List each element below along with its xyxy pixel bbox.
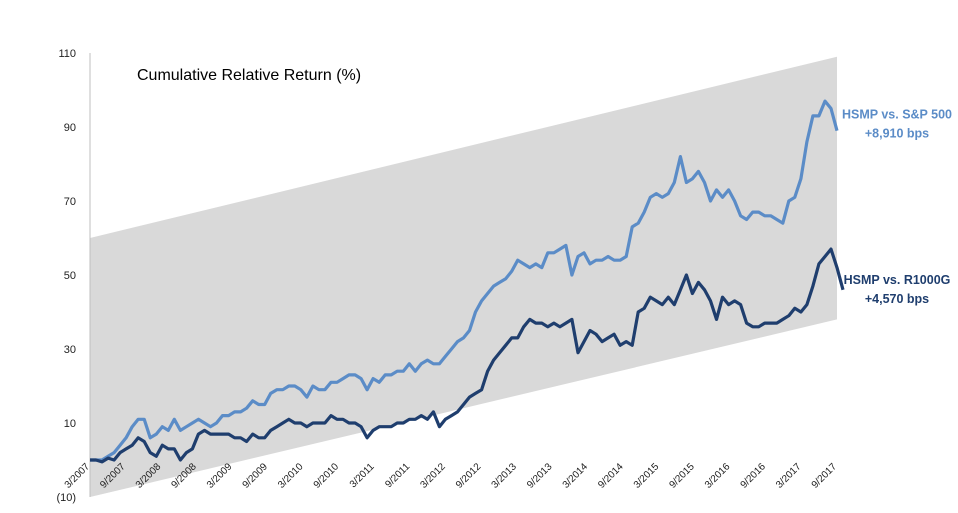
series-line-2	[90, 247, 845, 464]
x-tick-label: 3/2016	[703, 461, 733, 491]
x-tick-label: 3/2010	[276, 461, 306, 491]
y-tick-label: 10	[64, 418, 76, 430]
x-tick-label: 9/2014	[596, 461, 626, 491]
x-tick-label: 9/2011	[383, 461, 412, 490]
x-tick-label: 3/2017	[774, 461, 804, 491]
range-band	[90, 56, 837, 497]
x-tick-label: 3/2015	[632, 461, 662, 491]
x-tick-label: 3/2011	[348, 461, 377, 490]
annotation-bps-value: +4,570 bps	[865, 292, 929, 306]
x-tick-label: 9/2012	[454, 461, 484, 491]
x-tick-label: 9/2016	[739, 461, 769, 491]
series-lines	[90, 99, 845, 464]
y-axis-ticks: (10) 10 30 50 70 90 110	[56, 48, 91, 504]
series-annotations: HSMP vs. S&P 500 +8,910 bps HSMP vs. R1000…	[842, 108, 952, 306]
y-tick-label: (10)	[56, 492, 76, 504]
x-tick-label: 3/2012	[418, 461, 448, 491]
series-line-1	[90, 99, 839, 462]
chart-title: Cumulative Relative Return (%)	[137, 67, 361, 84]
annotation-series-name: HSMP vs. S&P 500	[842, 108, 952, 122]
x-tick-label: 9/2015	[667, 461, 697, 491]
annotation-bps-value: +8,910 bps	[865, 127, 929, 141]
x-tick-label: 9/2013	[525, 461, 555, 491]
x-tick-label: 9/2009	[241, 461, 271, 491]
x-tick-label: 3/2014	[561, 461, 591, 491]
x-tick-label: 9/2010	[312, 461, 342, 491]
x-tick-label: 9/2017	[810, 461, 840, 491]
y-tick-label: 70	[64, 196, 76, 208]
y-tick-label: 110	[58, 48, 76, 60]
y-tick-label: 30	[64, 344, 76, 356]
x-tick-label: 3/2013	[490, 461, 520, 491]
y-tick-label: 90	[64, 122, 76, 134]
annotation-series-name: HSMP vs. R1000G	[844, 273, 951, 287]
y-tick-label: 50	[64, 270, 76, 282]
x-tick-label: 3/2007	[63, 461, 93, 491]
